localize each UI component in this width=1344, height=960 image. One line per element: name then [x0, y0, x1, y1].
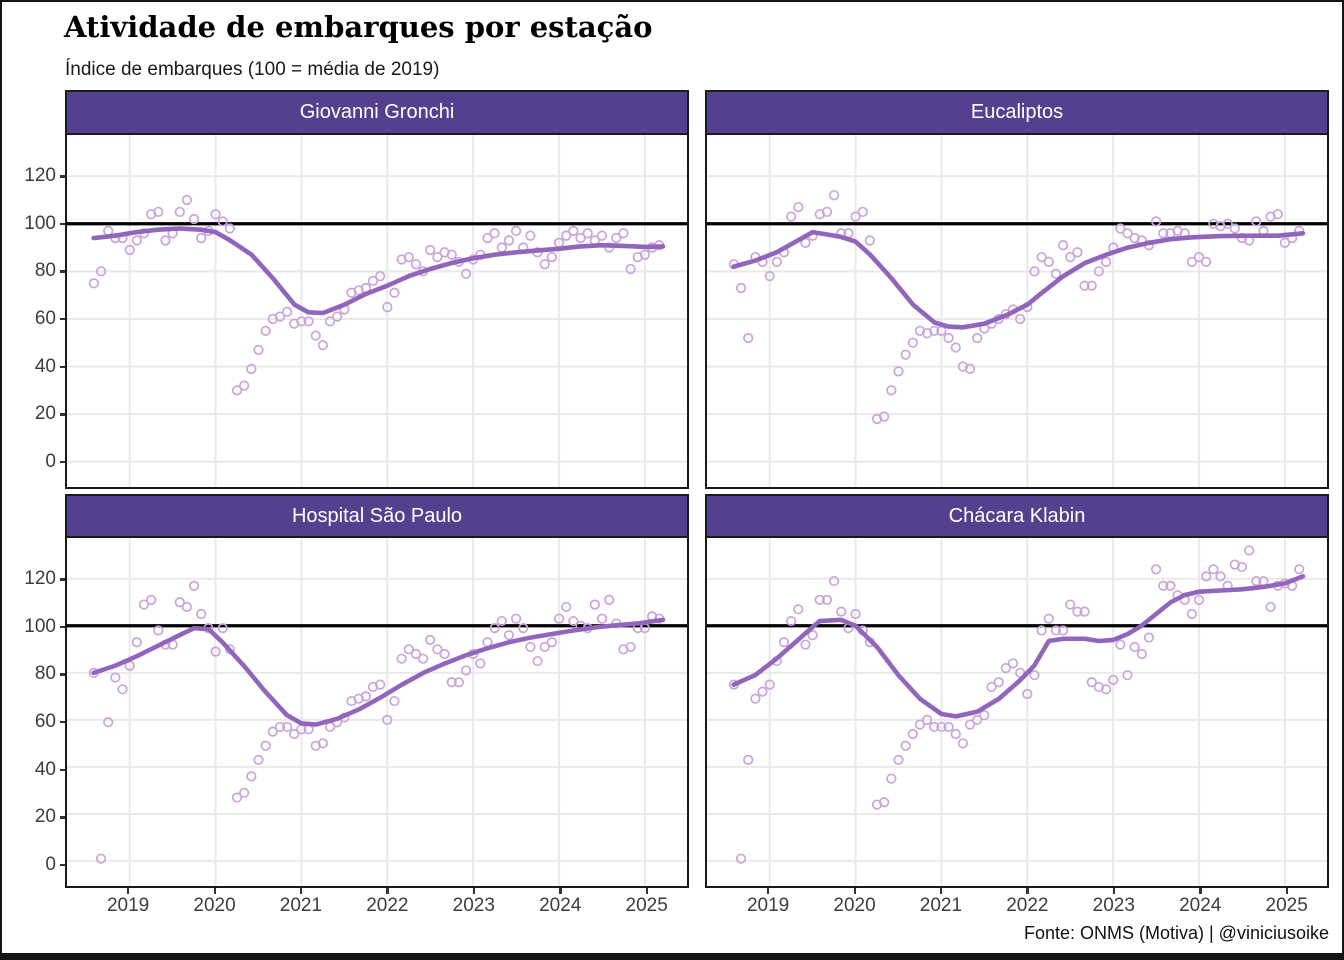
scatter-trend-chart — [67, 135, 687, 487]
tick-mark — [60, 673, 65, 676]
tick-label: 2025 — [1265, 895, 1308, 916]
facet-plot-chacara-klabin — [705, 538, 1329, 888]
tick-mark — [1026, 888, 1029, 894]
tick-mark — [60, 317, 65, 321]
tick-mark — [386, 888, 389, 894]
tick-mark — [127, 888, 130, 894]
tick-mark — [60, 768, 65, 771]
tick-label: 40 — [34, 758, 56, 780]
tick-label: 2024 — [539, 895, 582, 916]
tick-mark — [213, 888, 216, 894]
tick-label: 60 — [34, 307, 56, 329]
tick-mark — [60, 578, 65, 581]
tick-mark — [1112, 888, 1116, 894]
tick-label: 100 — [24, 615, 56, 637]
tick-mark — [853, 888, 856, 894]
tick-mark — [472, 888, 476, 894]
tick-label: 2021 — [919, 895, 963, 916]
tick-mark — [1199, 888, 1202, 894]
facet-header-giovanni-gronchi: Giovanni Gronchi — [65, 90, 689, 135]
tick-mark — [1285, 888, 1289, 894]
tick-label: 80 — [34, 260, 56, 282]
tick-label: 120 — [24, 568, 56, 590]
tick-mark — [60, 720, 65, 724]
scatter-trend-chart — [707, 538, 1327, 886]
bottom-accent-bar — [2, 953, 1342, 958]
tick-mark — [60, 816, 65, 819]
tick-label: 2019 — [106, 895, 150, 916]
tick-label: 2019 — [746, 895, 790, 916]
tick-mark — [60, 365, 65, 368]
chart-subtitle: Índice de embarques (100 = média de 2019… — [65, 59, 440, 80]
facet-header-chacara-klabin: Chácara Klabin — [705, 494, 1329, 538]
page-title: Atividade de embarques por estação — [64, 10, 653, 44]
tick-mark — [60, 413, 65, 416]
tick-label: 0 — [45, 853, 56, 875]
tick-label: 80 — [34, 663, 56, 685]
tick-mark — [645, 888, 649, 894]
facet-plot-hospital-sao-paulo — [65, 538, 689, 888]
tick-mark — [299, 888, 303, 894]
tick-label: 2021 — [279, 895, 323, 916]
tick-label: 2020 — [193, 895, 236, 916]
tick-label: 2023 — [1092, 895, 1135, 916]
tick-mark — [767, 888, 770, 894]
facet-plot-eucaliptos — [705, 135, 1329, 489]
tick-mark — [939, 888, 943, 894]
tick-label: 0 — [45, 450, 56, 472]
tick-label: 2020 — [833, 895, 876, 916]
tick-label: 2025 — [625, 895, 668, 916]
facet-plot-giovanni-gronchi — [65, 135, 689, 489]
tick-label: 100 — [24, 212, 56, 234]
tick-mark — [60, 222, 65, 226]
facet-header-eucaliptos: Eucaliptos — [705, 90, 1329, 135]
tick-label: 2022 — [1006, 895, 1049, 916]
tick-mark — [60, 863, 65, 867]
facet-header-hospital-sao-paulo: Hospital São Paulo — [65, 494, 689, 538]
tick-label: 2023 — [452, 895, 495, 916]
scatter-trend-chart — [67, 538, 687, 886]
tick-label: 2024 — [1179, 895, 1222, 916]
tick-mark — [60, 270, 65, 273]
tick-label: 20 — [34, 403, 56, 425]
tick-mark — [60, 460, 65, 464]
tick-label: 120 — [24, 165, 56, 187]
source-caption: Fonte: ONMS (Motiva) | @viniciusoike — [1023, 923, 1329, 943]
tick-label: 2022 — [366, 895, 409, 916]
tick-mark — [559, 888, 562, 894]
tick-label: 60 — [34, 710, 56, 732]
tick-mark — [60, 625, 65, 629]
tick-mark — [60, 175, 65, 178]
scatter-trend-chart — [707, 135, 1327, 487]
tick-label: 20 — [34, 806, 56, 828]
tick-label: 40 — [34, 355, 56, 377]
